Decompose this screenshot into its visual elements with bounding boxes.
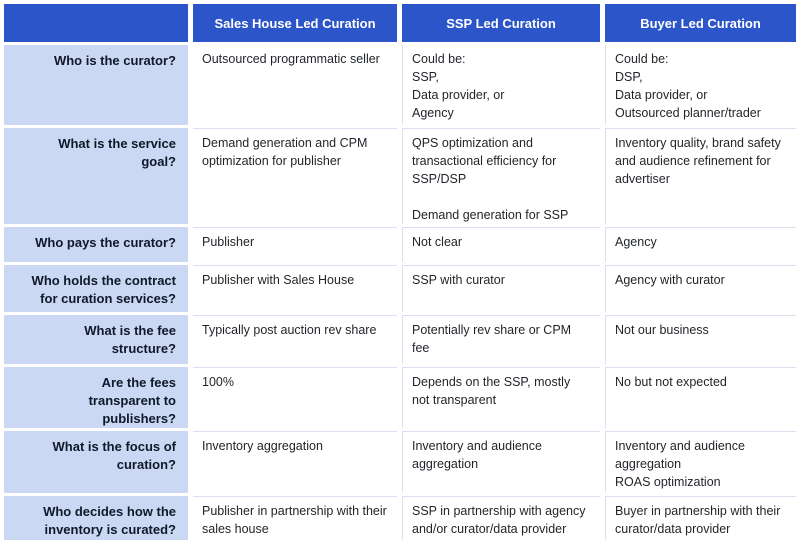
cell-pays-ssp: Not clear <box>402 227 600 262</box>
cell-goal-ssp: QPS optimization and transactional effic… <box>402 128 600 224</box>
row-label-fee-structure: What is the fee structure? <box>4 315 188 364</box>
row-label-focus: What is the focus of curation? <box>4 431 188 493</box>
cell-curator-ssp: Could be: SSP, Data provider, or Agency <box>402 45 600 125</box>
column-header-sales-house-led: Sales House Led Curation <box>193 4 397 42</box>
cell-contract-ssp: SSP with curator <box>402 265 600 312</box>
cell-contract-sales-house: Publisher with Sales House <box>193 265 397 312</box>
cell-focus-sales-house: Inventory aggregation <box>193 431 397 493</box>
row-label-fees-transparent: Are the fees transparent to publishers? <box>4 367 188 428</box>
column-header-buyer-led: Buyer Led Curation <box>605 4 796 42</box>
row-label-who-decides: Who decides how the inventory is curated… <box>4 496 188 540</box>
cell-goal-sales-house: Demand generation and CPM optimization f… <box>193 128 397 224</box>
cell-curator-buyer: Could be: DSP, Data provider, or Outsour… <box>605 45 796 125</box>
cell-decides-sales-house: Publisher in partnership with their sale… <box>193 496 397 540</box>
cell-fee-buyer: Not our business <box>605 315 796 364</box>
column-header-ssp-led: SSP Led Curation <box>402 4 600 42</box>
cell-curator-sales-house: Outsourced programmatic seller <box>193 45 397 125</box>
row-label-service-goal: What is the service goal? <box>4 128 188 224</box>
cell-pays-buyer: Agency <box>605 227 796 262</box>
cell-transparent-buyer: No but not expected <box>605 367 796 428</box>
cell-pays-sales-house: Publisher <box>193 227 397 262</box>
row-label-who-is-curator: Who is the curator? <box>4 45 188 125</box>
cell-transparent-sales-house: 100% <box>193 367 397 428</box>
cell-fee-sales-house: Typically post auction rev share <box>193 315 397 364</box>
cell-focus-ssp: Inventory and audience aggregation <box>402 431 600 493</box>
cell-contract-buyer: Agency with curator <box>605 265 796 312</box>
cell-decides-ssp: SSP in partnership with agency and/or cu… <box>402 496 600 540</box>
row-label-who-pays: Who pays the curator? <box>4 227 188 262</box>
corner-header-cell <box>4 4 188 42</box>
cell-goal-buyer: Inventory quality, brand safety and audi… <box>605 128 796 224</box>
cell-transparent-ssp: Depends on the SSP, mostly not transpare… <box>402 367 600 428</box>
cell-focus-buyer: Inventory and audience aggregation ROAS … <box>605 431 796 493</box>
cell-fee-ssp: Potentially rev share or CPM fee <box>402 315 600 364</box>
row-label-contract: Who holds the contract for curation serv… <box>4 265 188 312</box>
cell-decides-buyer: Buyer in partnership with their curator/… <box>605 496 796 540</box>
